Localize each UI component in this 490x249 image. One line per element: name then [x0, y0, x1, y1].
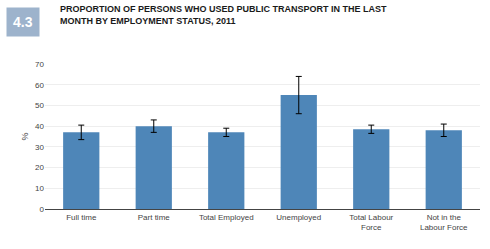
- svg-text:%: %: [20, 132, 30, 140]
- svg-text:70: 70: [35, 60, 44, 69]
- svg-text:10: 10: [35, 184, 44, 193]
- svg-text:Total LabourForce: Total LabourForce: [349, 213, 393, 232]
- svg-text:Not in theLabour Force: Not in theLabour Force: [420, 213, 468, 232]
- svg-text:Full time: Full time: [66, 213, 97, 222]
- svg-text:30: 30: [35, 143, 44, 152]
- svg-text:20: 20: [35, 163, 44, 172]
- svg-text:0: 0: [40, 205, 45, 214]
- svg-text:50: 50: [35, 101, 44, 110]
- svg-text:Total Employed: Total Employed: [199, 213, 254, 222]
- svg-text:Part time: Part time: [138, 213, 171, 222]
- svg-text:4.3: 4.3: [13, 14, 33, 30]
- svg-text:Unemployed: Unemployed: [276, 213, 321, 222]
- svg-text:60: 60: [35, 81, 44, 90]
- svg-text:40: 40: [35, 122, 44, 131]
- svg-text:PROPORTION OF PERSONS WHO USED: PROPORTION OF PERSONS WHO USED PUBLIC TR…: [60, 4, 387, 26]
